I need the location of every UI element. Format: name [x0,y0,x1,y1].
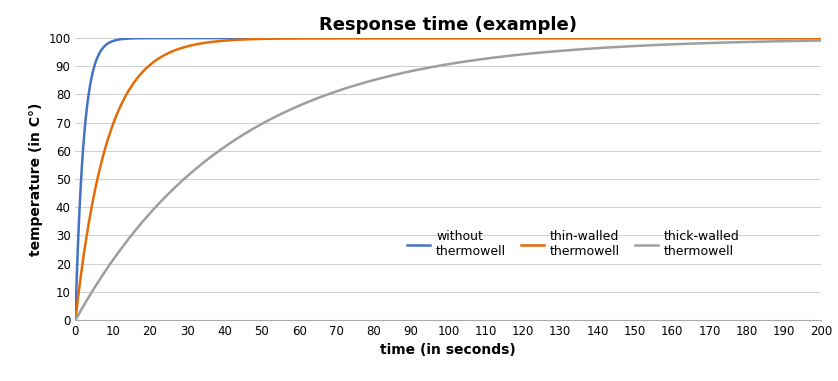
X-axis label: time (in seconds): time (in seconds) [380,343,516,357]
Y-axis label: temperature (in C°): temperature (in C°) [28,102,43,256]
Legend: without
thermowell, thin-walled
thermowell, thick-walled
thermowell: without thermowell, thin-walled thermowe… [402,225,745,263]
Title: Response time (example): Response time (example) [319,16,577,34]
